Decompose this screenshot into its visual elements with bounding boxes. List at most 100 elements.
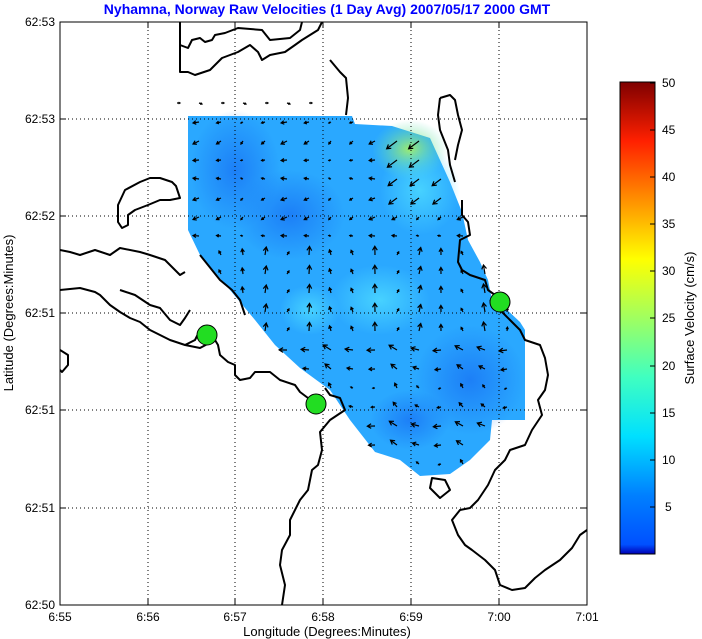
velocity-vector: [242, 102, 248, 105]
velocity-vector: [454, 421, 464, 427]
x-tick-label: 6:57: [223, 610, 247, 624]
velocity-vector: [280, 216, 288, 221]
velocity-vector: [433, 442, 442, 448]
y-tick-label: 62:53: [25, 112, 55, 126]
velocity-vector: [191, 216, 200, 221]
velocity-vector: [239, 234, 244, 237]
velocity-highspot: [330, 265, 430, 335]
velocity-vector: [348, 234, 354, 238]
velocity-vector: [328, 140, 332, 145]
velocity-vector: [389, 439, 398, 446]
velocity-vector: [218, 249, 222, 256]
colorbar-tick-label: 20: [662, 359, 676, 373]
velocity-vector: [458, 401, 464, 408]
velocity-vector: [348, 404, 354, 409]
velocity-vector: [215, 216, 222, 221]
velocity-vector: [262, 321, 269, 332]
x-tick-label: 6:55: [48, 610, 72, 624]
velocity-vector: [303, 140, 310, 145]
velocity-vector: [476, 421, 486, 428]
colorbar-tick-label: 15: [662, 406, 676, 420]
velocity-vector: [215, 197, 222, 201]
velocity-vector: [480, 403, 486, 408]
colorbar-tick-label: 30: [662, 264, 676, 278]
velocity-vector: [280, 196, 288, 202]
velocity-vectors: [177, 101, 509, 466]
velocity-vector: [260, 158, 266, 162]
velocity-vector: [460, 288, 464, 294]
y-tick-labels: 62:53 62:53 62:52 62:51 62:51 62:51 62:5…: [25, 15, 55, 612]
velocity-vector: [303, 197, 310, 202]
velocity-vector: [371, 245, 378, 256]
velocity-vector: [415, 216, 420, 221]
velocity-vector: [387, 197, 398, 205]
velocity-vector: [191, 157, 200, 163]
y-tick-label: 62:51: [25, 403, 55, 417]
velocity-vector: [438, 285, 444, 294]
velocity-vector: [454, 344, 464, 351]
velocity-vector: [456, 233, 464, 238]
velocity-vector: [327, 177, 332, 180]
velocity-vector: [240, 216, 244, 221]
velocity-vector: [417, 322, 423, 332]
velocity-vector: [240, 266, 245, 275]
velocity-vector: [367, 366, 376, 372]
velocity-vector: [218, 268, 222, 275]
velocity-vector: [349, 386, 354, 389]
velocity-vector: [262, 264, 269, 275]
velocity-vector: [411, 441, 420, 447]
velocity-vector: [460, 307, 464, 313]
colorbar-tick-label: 50: [662, 76, 676, 90]
colorbar-tick-label: 45: [662, 123, 676, 137]
velocity-vector: [327, 234, 332, 237]
velocity-field: [188, 110, 525, 476]
velocity-vector: [437, 216, 442, 221]
velocity-vector: [390, 363, 398, 370]
velocity-vector: [324, 363, 332, 370]
velocity-vector: [409, 346, 420, 352]
x-tick-label: 7:00: [487, 610, 511, 624]
velocity-vector: [345, 366, 354, 371]
velocity-vector: [279, 157, 288, 163]
velocity-vector: [240, 247, 245, 256]
plot-area: [60, 22, 587, 605]
velocity-vector: [482, 384, 486, 389]
velocity-vector: [260, 121, 266, 125]
velocity-vector: [350, 249, 354, 256]
x-tick-label: 6:58: [311, 610, 335, 624]
x-tick-labels: 6:55 6:56 6:57 6:58 6:59 7:00 7:01: [48, 610, 599, 624]
velocity-vector: [306, 264, 313, 275]
velocity-vector: [279, 176, 288, 181]
velocity-vector: [455, 440, 464, 446]
velocity-vector: [286, 102, 292, 105]
velocity-vector: [417, 246, 423, 256]
velocity-vector: [460, 382, 464, 389]
velocity-vector: [459, 458, 464, 465]
velocity-vector: [260, 197, 266, 201]
velocity-vector: [476, 345, 486, 352]
velocity-vector: [502, 405, 508, 410]
velocity-vector: [239, 159, 244, 162]
station-marker: [489, 291, 511, 313]
velocity-vector: [327, 197, 332, 201]
velocity-vector: [240, 197, 244, 201]
velocity-vector: [327, 159, 332, 162]
colorbar: 50 45 40 35 30 25 20 15 10 5 Surface Vel…: [619, 76, 697, 555]
velocity-vector: [408, 159, 420, 168]
velocity-vector: [303, 158, 310, 163]
velocity-vector: [350, 325, 354, 332]
velocity-vector: [286, 250, 290, 256]
velocity-vector: [396, 250, 400, 256]
x-tick-label: 7:01: [575, 610, 599, 624]
velocity-vector: [456, 364, 464, 370]
velocity-vector: [438, 323, 444, 332]
velocity-vector: [396, 326, 400, 332]
velocity-vector: [301, 366, 310, 371]
velocity-vector: [368, 176, 376, 181]
colorbar-tick-label: 25: [662, 311, 676, 325]
y-axis-label: Latitude (Degrees:Minutes): [1, 235, 16, 392]
colorbar-tick-label: 40: [662, 170, 676, 184]
velocity-vector: [371, 321, 378, 332]
velocity-vector: [306, 283, 313, 294]
y-tick-label: 62:51: [25, 306, 55, 320]
